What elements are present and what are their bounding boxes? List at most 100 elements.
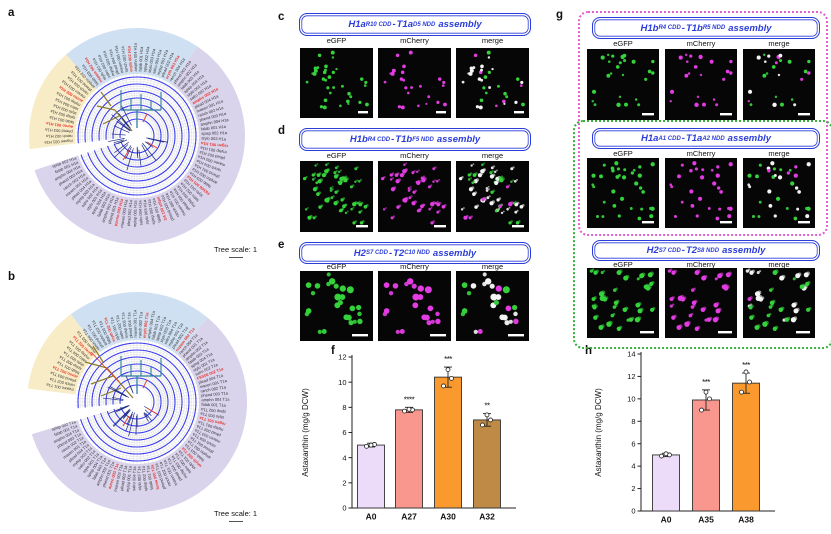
- grid-spoke: [86, 99, 121, 125]
- grid-spoke: [91, 415, 123, 445]
- fluorescent-dot: [514, 100, 518, 105]
- fluorescent-dot: [475, 178, 480, 182]
- fluorescent-dot: [362, 220, 365, 223]
- fluorescent-dot: [318, 191, 322, 195]
- fluorescent-dot: [430, 184, 433, 187]
- fluorescent-dot: [465, 214, 469, 218]
- fluorescent-dot: [483, 75, 488, 79]
- tree-ring: [91, 90, 183, 182]
- grid-spoke: [100, 351, 126, 386]
- fluorescent-dot: [432, 201, 436, 205]
- fluorescent-dot: [772, 102, 777, 108]
- channel-header-merge: merge: [481, 36, 504, 45]
- grid-spoke: [151, 93, 183, 123]
- grid-spoke: [144, 78, 160, 118]
- tree-gap-wedge: [25, 402, 137, 435]
- grid-spoke: [153, 413, 188, 439]
- scale-bar: [798, 221, 810, 224]
- grid-spoke: [156, 120, 198, 132]
- fluorescent-dot: [747, 173, 752, 178]
- fluorescent-dot: [461, 80, 465, 84]
- fluorescent-dot: [477, 328, 483, 335]
- fluorescent-dot: [347, 91, 351, 96]
- fluorescent-dot: [496, 208, 500, 211]
- fluorescent-dot: [336, 173, 340, 177]
- scale-bar: [508, 334, 524, 337]
- fluorescent-dot: [466, 290, 472, 296]
- fluorescent-dot: [637, 316, 642, 321]
- fluorescent-dot: [337, 170, 341, 174]
- fluorescent-dot: [615, 65, 620, 69]
- fluorescent-dot: [480, 64, 484, 69]
- fluorescent-dot: [755, 174, 759, 179]
- grid-spoke: [82, 145, 120, 167]
- grid-spoke: [139, 340, 145, 383]
- grid-spoke: [154, 411, 192, 433]
- grid-spoke: [97, 417, 125, 450]
- fluorescent-dot: [716, 186, 721, 190]
- grid-spoke: [155, 382, 197, 396]
- fluorescent-dot: [413, 200, 417, 204]
- fluorescent-dot: [695, 214, 699, 218]
- tree-branch-red-tick: [122, 415, 130, 427]
- microscopy-image-mcherry: [378, 161, 451, 232]
- fluorescent-dot: [346, 286, 354, 294]
- significance-stars: **: [484, 402, 490, 411]
- fluorescent-dot: [344, 211, 348, 215]
- fluorescent-dot: [514, 210, 518, 214]
- grid-spoke: [80, 410, 119, 429]
- channel-header-mcherry: mCherry: [400, 262, 429, 271]
- grid-spoke: [140, 421, 149, 463]
- data-point: [368, 442, 374, 448]
- scale-bar: [796, 331, 810, 334]
- fluorescent-dot: [492, 173, 496, 177]
- fluorescent-dot: [315, 181, 319, 185]
- fluorescent-dot: [690, 203, 695, 208]
- fluorescent-dot: [747, 89, 753, 94]
- fluorescent-dot: [712, 181, 717, 186]
- fluorescent-dot: [631, 59, 636, 64]
- fluorescent-dot: [513, 311, 518, 317]
- tree-branch-olive: [92, 345, 104, 363]
- fluorescent-dot: [316, 66, 320, 70]
- fluorescent-dot: [418, 84, 422, 88]
- x-category-label: A35: [698, 515, 714, 525]
- fluorescent-dot: [323, 98, 328, 103]
- channel-header-merge: merge: [768, 39, 790, 48]
- fluorescent-dot: [650, 271, 654, 276]
- fluorescent-dot: [435, 179, 439, 183]
- assembly-title-part: assembly: [722, 245, 766, 256]
- grid-spoke: [84, 102, 121, 126]
- fluorescent-dot: [470, 215, 474, 218]
- fluorescent-dot: [340, 169, 342, 172]
- grid-spoke: [110, 79, 129, 118]
- data-point: [488, 417, 493, 423]
- tree-branch-olive: [96, 105, 116, 111]
- fluorescent-dot: [493, 170, 497, 174]
- assembly-title-part: S7 CDD: [365, 250, 388, 256]
- fluorescent-dot: [320, 204, 324, 208]
- fluorescent-dot: [758, 200, 762, 204]
- grid-spoke: [79, 143, 119, 159]
- grid-spoke: [144, 154, 160, 194]
- tree-branch-navy: [143, 413, 149, 422]
- tree-taxon-label: stylo 003 T1a: [199, 411, 224, 420]
- x-category-label: A38: [738, 515, 754, 525]
- grid-spoke: [156, 124, 198, 133]
- fluorescent-dot: [335, 200, 339, 204]
- fluorescent-dot: [629, 207, 633, 210]
- fluorescent-dot: [406, 91, 410, 95]
- fluorescent-dot: [413, 170, 416, 173]
- fluorescent-dot: [313, 66, 317, 70]
- fluorescent-dot: [406, 278, 414, 285]
- fluorescent-dot: [757, 290, 762, 295]
- grid-spoke: [143, 420, 157, 462]
- tree-branch-navy: [113, 144, 129, 158]
- grid-spoke: [150, 356, 180, 388]
- fluorescent-dot: [624, 102, 628, 107]
- fluorescent-dot: [392, 177, 394, 179]
- tree-branch-navy: [111, 133, 126, 136]
- fluorescent-dot: [354, 220, 358, 223]
- tree-taxon-label: stylo 003 H1a: [142, 199, 150, 225]
- fluorescent-dot: [616, 102, 621, 108]
